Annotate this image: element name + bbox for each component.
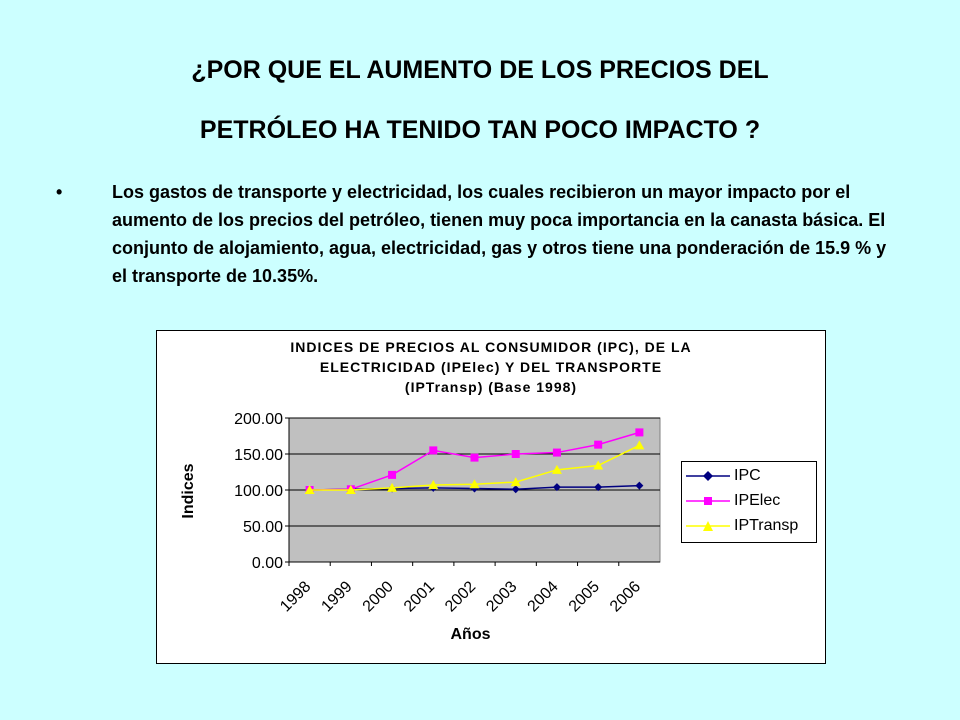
- data-point-iptransp: [634, 440, 645, 450]
- bullet-mark: •: [56, 182, 63, 202]
- data-point-ipc: [552, 483, 561, 492]
- x-tick-label: 2004: [525, 578, 562, 615]
- data-point-iptransp: [469, 479, 480, 489]
- legend-label-ipelec: IPElec: [734, 492, 781, 509]
- bullet-paragraph: Los gastos de transporte y electricidad,…: [112, 182, 887, 286]
- data-point-iptransp: [428, 479, 439, 489]
- chart-container: INDICES DE PRECIOS AL CONSUMIDOR (IPC), …: [156, 330, 826, 664]
- data-point-ipelec: [511, 450, 520, 458]
- x-tick-label: 2006: [607, 578, 644, 615]
- data-point-ipelec: [429, 446, 438, 455]
- data-point-ipc: [594, 483, 603, 492]
- y-axis-title: Indices: [180, 463, 197, 518]
- x-axis-title: Años: [451, 626, 491, 643]
- chart-title-line-3: (IPTransp) (Base 1998): [404, 379, 578, 395]
- x-tick-label: 2002: [442, 578, 479, 615]
- legend-item-ipc: IPC: [682, 464, 816, 488]
- x-tick-label: 2003: [483, 578, 520, 615]
- data-point-ipc: [511, 485, 520, 494]
- chart-legend: IPC IPElec IPTransp: [681, 461, 817, 543]
- data-point-ipc: [635, 481, 644, 490]
- y-tick-label: 150.00: [234, 447, 283, 464]
- y-tick-label: 50.00: [243, 519, 283, 536]
- slide-title-line-2: PETRÓLEO HA TENIDO TAN POCO IMPACTO ?: [199, 116, 761, 144]
- y-tick-label: 200.00: [234, 411, 283, 428]
- chart-title: INDICES DE PRECIOS AL CONSUMIDOR (IPC), …: [157, 337, 825, 397]
- legend-swatch-iptransp: [686, 521, 730, 531]
- legend-swatch-ipelec: [686, 497, 730, 505]
- data-point-iptransp: [304, 485, 315, 494]
- x-tick-label: 1999: [318, 578, 355, 615]
- legend-item-iptransp: IPTransp: [682, 514, 816, 538]
- y-tick-label: 100.00: [234, 483, 283, 500]
- slide-title: ¿POR QUE EL AUMENTO DE LOS PRECIOS DEL P…: [60, 40, 900, 160]
- data-point-ipelec: [388, 470, 397, 479]
- data-point-iptransp: [593, 460, 604, 470]
- x-tick-label: 1998: [277, 578, 314, 615]
- x-tick-label: 2001: [401, 578, 438, 615]
- data-point-iptransp: [551, 464, 562, 474]
- data-point-ipelec: [470, 453, 479, 462]
- data-point-iptransp: [345, 485, 356, 494]
- data-point-ipelec: [552, 448, 561, 457]
- y-tick-label: 0.00: [252, 555, 283, 572]
- data-point-ipelec: [594, 440, 603, 449]
- data-point-iptransp: [510, 477, 521, 487]
- legend-label-ipc: IPC: [734, 467, 761, 484]
- x-tick-label: 2000: [360, 578, 397, 615]
- x-tick-label: 2005: [566, 578, 603, 615]
- slide-title-line-1: ¿POR QUE EL AUMENTO DE LOS PRECIOS DEL: [191, 56, 769, 84]
- chart-title-line-2: ELECTRICIDAD (IPElec) Y DEL TRANSPORTE: [319, 359, 663, 375]
- data-point-ipelec: [635, 428, 644, 437]
- legend-label-iptransp: IPTransp: [734, 517, 799, 534]
- legend-item-ipelec: IPElec: [682, 489, 816, 513]
- chart-title-line-1: INDICES DE PRECIOS AL CONSUMIDOR (IPC), …: [290, 339, 692, 355]
- data-point-iptransp: [387, 482, 398, 492]
- legend-swatch-ipc: [686, 471, 730, 481]
